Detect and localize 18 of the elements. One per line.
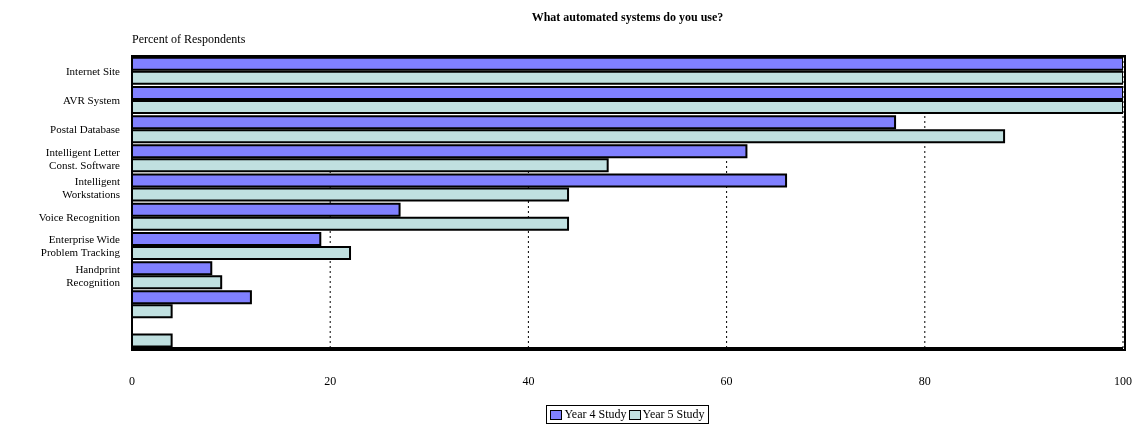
y-tick-label: Handprint Recognition	[66, 262, 121, 288]
x-tick-label: 0	[129, 373, 135, 388]
legend-label: Year 4 Study	[563, 407, 627, 422]
y-tick-label: Intelligent Workstations	[62, 174, 120, 200]
chart-title: What automated systems do you use?	[530, 10, 725, 25]
y-tick-label: AVR System	[63, 93, 121, 106]
x-tick-label: 20	[324, 373, 337, 388]
x-tick-label: 100	[1114, 373, 1132, 388]
y-tick-label: Internet Site	[65, 64, 121, 77]
x-tick-label: 60	[720, 373, 733, 388]
y-tick-label: Intelligent Letter Const. Software	[45, 145, 121, 171]
x-tick-label: 40	[522, 373, 535, 388]
y-tick-label: Enterprise Wide Problem Tracking	[40, 233, 121, 259]
legend-label: Year 5 Study	[641, 407, 705, 422]
x-axis-title: Percent of Respondents	[132, 32, 246, 47]
y-tick-label: Postal Database	[50, 123, 121, 135]
y-tick-label: Voice Recognition	[38, 210, 121, 223]
x-tick-label: 80	[918, 373, 931, 388]
